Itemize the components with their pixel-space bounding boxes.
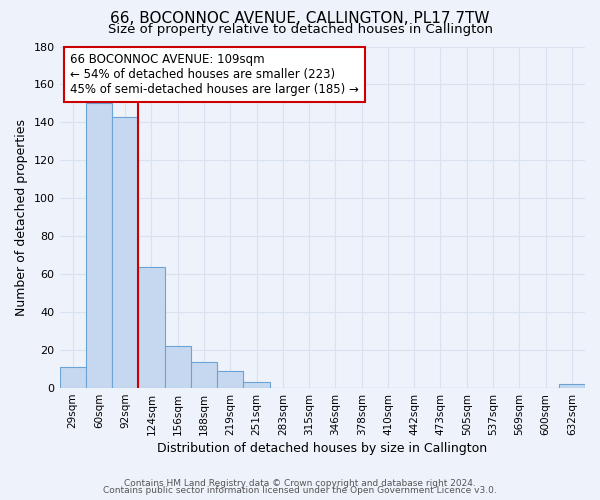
Bar: [112, 116, 139, 388]
Text: 66, BOCONNOC AVENUE, CALLINGTON, PL17 7TW: 66, BOCONNOC AVENUE, CALLINGTON, PL17 7T…: [110, 11, 490, 26]
Bar: [164, 346, 191, 388]
Bar: [244, 382, 270, 388]
Bar: [139, 266, 164, 388]
Bar: [59, 367, 86, 388]
Y-axis label: Number of detached properties: Number of detached properties: [15, 119, 28, 316]
Bar: [191, 362, 217, 388]
Text: Size of property relative to detached houses in Callington: Size of property relative to detached ho…: [107, 22, 493, 36]
X-axis label: Distribution of detached houses by size in Callington: Distribution of detached houses by size …: [157, 442, 487, 455]
Bar: [86, 104, 112, 388]
Bar: [217, 371, 244, 388]
Text: 66 BOCONNOC AVENUE: 109sqm
← 54% of detached houses are smaller (223)
45% of sem: 66 BOCONNOC AVENUE: 109sqm ← 54% of deta…: [70, 54, 359, 96]
Text: Contains HM Land Registry data © Crown copyright and database right 2024.: Contains HM Land Registry data © Crown c…: [124, 478, 476, 488]
Bar: [559, 384, 585, 388]
Text: Contains public sector information licensed under the Open Government Licence v3: Contains public sector information licen…: [103, 486, 497, 495]
